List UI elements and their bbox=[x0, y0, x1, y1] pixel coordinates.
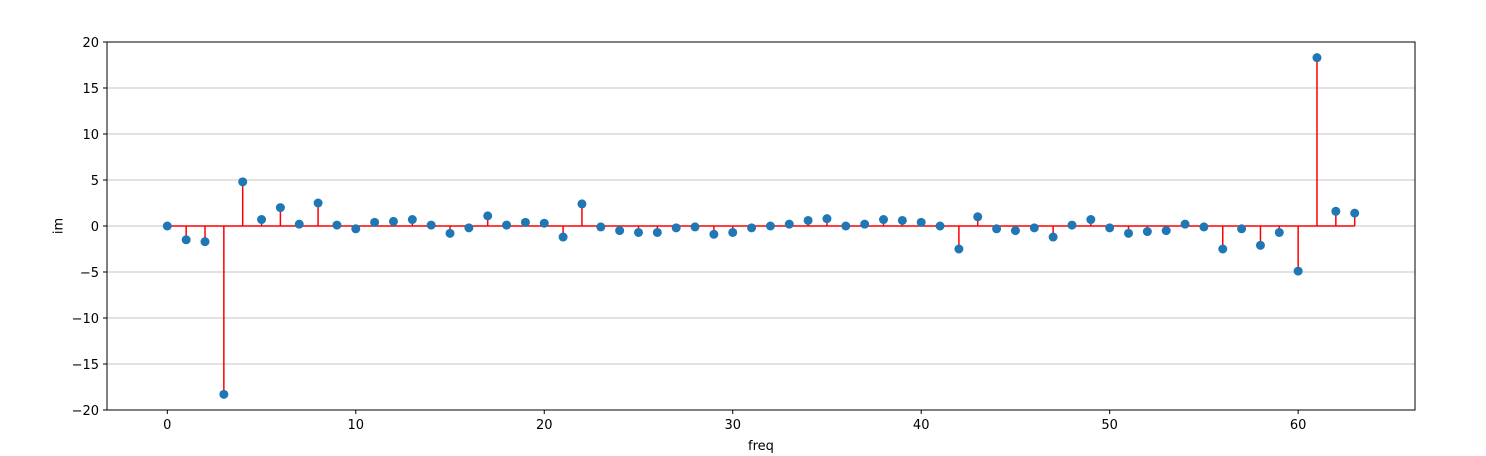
stem-marker bbox=[483, 211, 493, 221]
stem-marker bbox=[803, 215, 813, 225]
y-tick-label: 0 bbox=[91, 220, 99, 235]
stem-marker bbox=[464, 223, 474, 233]
x-tick-label: 30 bbox=[724, 418, 741, 433]
stem-marker bbox=[332, 220, 342, 230]
stem-marker bbox=[860, 219, 870, 229]
stem-marker bbox=[879, 215, 889, 225]
stem-marker bbox=[577, 199, 587, 209]
stem-marker bbox=[1180, 219, 1190, 229]
stem-marker bbox=[1105, 223, 1115, 233]
stem-marker bbox=[407, 215, 417, 225]
stem-marker bbox=[313, 198, 323, 208]
stem-marker bbox=[1161, 226, 1171, 236]
stem-marker bbox=[351, 224, 361, 234]
stem-marker bbox=[633, 227, 643, 237]
stem-marker bbox=[558, 232, 568, 242]
stem-marker bbox=[1293, 266, 1303, 276]
stem-marker bbox=[502, 220, 512, 230]
stem-marker bbox=[1274, 227, 1284, 237]
stem-marker bbox=[784, 219, 794, 229]
stem-marker bbox=[615, 226, 625, 236]
stem-marker bbox=[257, 215, 267, 225]
x-tick-label: 60 bbox=[1290, 418, 1307, 433]
stem-marker bbox=[1237, 224, 1247, 234]
stem-marker bbox=[1029, 223, 1039, 233]
stem-marker bbox=[520, 217, 530, 227]
stem-marker bbox=[1142, 227, 1152, 237]
x-tick-label: 40 bbox=[913, 418, 930, 433]
stem-marker bbox=[671, 223, 681, 233]
x-tick-label: 0 bbox=[163, 418, 171, 433]
y-axis-ticks: −20 −15 −10 −5 0 5 10 15 20 bbox=[72, 36, 107, 419]
stem-marker bbox=[1350, 208, 1360, 218]
stem-marker bbox=[690, 222, 700, 232]
stem-marker bbox=[954, 244, 964, 254]
stem-marker bbox=[1255, 240, 1265, 250]
stem-marker bbox=[728, 227, 738, 237]
stem-marker bbox=[822, 214, 832, 224]
stem-marker bbox=[1086, 215, 1096, 225]
stem-marker bbox=[238, 177, 248, 187]
stem-marker bbox=[370, 217, 380, 227]
stem-marker bbox=[294, 219, 304, 229]
stem-marker bbox=[200, 237, 210, 247]
stem-marker bbox=[1331, 206, 1341, 216]
y-tick-label: −10 bbox=[72, 312, 99, 327]
stem-markers bbox=[162, 53, 1360, 399]
y-tick-label: 20 bbox=[82, 36, 99, 51]
stem-marker bbox=[1312, 53, 1322, 63]
stem-marker bbox=[426, 220, 436, 230]
stem-marker bbox=[709, 229, 719, 239]
stem-marker bbox=[219, 389, 229, 399]
stem-marker bbox=[1048, 232, 1058, 242]
stem-marker bbox=[935, 221, 945, 231]
y-tick-label: −20 bbox=[72, 404, 99, 419]
x-tick-label: 10 bbox=[348, 418, 365, 433]
y-tick-label: 15 bbox=[82, 82, 99, 97]
y-tick-label: −5 bbox=[80, 266, 99, 281]
stem-marker bbox=[747, 223, 757, 233]
stem-marker bbox=[841, 221, 851, 231]
y-axis-label: im bbox=[52, 218, 67, 234]
stem-marker bbox=[973, 212, 983, 222]
stem-marker bbox=[596, 222, 606, 232]
stem-marker bbox=[388, 216, 398, 226]
stem-marker bbox=[652, 227, 662, 237]
stem-marker bbox=[1010, 226, 1020, 236]
stem-marker bbox=[445, 228, 455, 238]
y-tick-label: 10 bbox=[82, 128, 99, 143]
stem-marker bbox=[992, 224, 1002, 234]
y-tick-label: −15 bbox=[72, 358, 99, 373]
stem-marker bbox=[162, 221, 172, 231]
x-axis-label: freq bbox=[748, 439, 774, 454]
stem-marker bbox=[275, 203, 285, 213]
x-axis-ticks: 0 10 20 30 40 50 60 bbox=[163, 410, 1306, 433]
stem-marker bbox=[897, 215, 907, 225]
stem-marker bbox=[181, 235, 191, 245]
y-tick-label: 5 bbox=[91, 174, 99, 189]
x-tick-label: 20 bbox=[536, 418, 553, 433]
stem-marker bbox=[1218, 244, 1228, 254]
stem-marker bbox=[539, 218, 549, 228]
x-tick-label: 50 bbox=[1101, 418, 1118, 433]
stem-marker bbox=[1124, 228, 1134, 238]
stem-marker bbox=[765, 221, 775, 231]
stem-marker bbox=[1067, 220, 1077, 230]
stem-marker bbox=[1199, 222, 1209, 232]
stem-marker bbox=[916, 217, 926, 227]
